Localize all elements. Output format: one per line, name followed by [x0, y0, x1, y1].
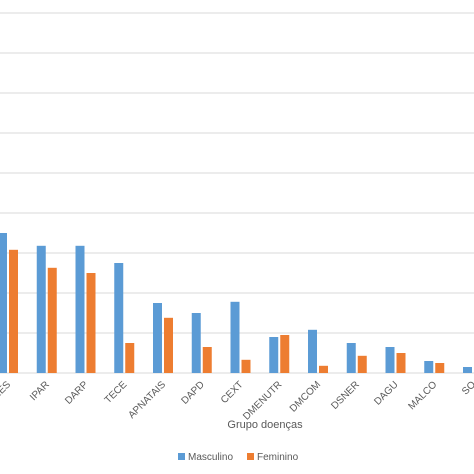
bar: [153, 303, 162, 373]
bar: [36, 245, 46, 373]
bar: [396, 353, 406, 373]
bar: [47, 267, 57, 373]
x-tick-label: CEXT: [219, 379, 246, 406]
x-axis-title: Grupo doenças: [227, 419, 303, 431]
x-tick-label: TECE: [103, 379, 130, 406]
x-tick-label: DMCOM: [288, 379, 323, 414]
x-tick-label: DAGU: [372, 379, 400, 407]
bar: [269, 337, 279, 373]
bar: [9, 249, 18, 373]
legend-label: Feminino: [257, 452, 299, 463]
bar: [125, 343, 135, 373]
x-tick-label: SO: [460, 379, 474, 397]
x-tick-label: DMENUTR: [241, 379, 284, 422]
bar: [191, 313, 201, 373]
bar: [280, 335, 290, 373]
bar: [385, 347, 395, 373]
bar: [0, 233, 7, 373]
bar: [241, 359, 251, 373]
bar: [435, 363, 445, 373]
x-tick-label: APNATAIS: [126, 379, 168, 421]
x-tick-label: IPAR: [28, 379, 52, 403]
x-tick-label: DSNER: [329, 379, 362, 412]
bar: [424, 361, 434, 373]
legend-swatch: [247, 453, 254, 460]
bar: [357, 355, 367, 373]
bar: [463, 367, 472, 373]
x-tick-label: MALCO: [406, 379, 439, 412]
bar: [114, 263, 124, 373]
bar: [75, 245, 85, 373]
x-tick-label: DARP: [63, 379, 91, 407]
bar: [164, 317, 173, 373]
bar: [319, 365, 328, 373]
legend-swatch: [178, 453, 185, 460]
bar: [346, 343, 356, 373]
bar: [230, 301, 240, 373]
bar: [86, 273, 96, 373]
bar: [202, 347, 212, 373]
x-tick-label: DAPD: [179, 379, 206, 406]
bar: [308, 329, 317, 373]
legend-label: Masculino: [188, 452, 233, 463]
x-tick-label: RES: [0, 379, 13, 402]
